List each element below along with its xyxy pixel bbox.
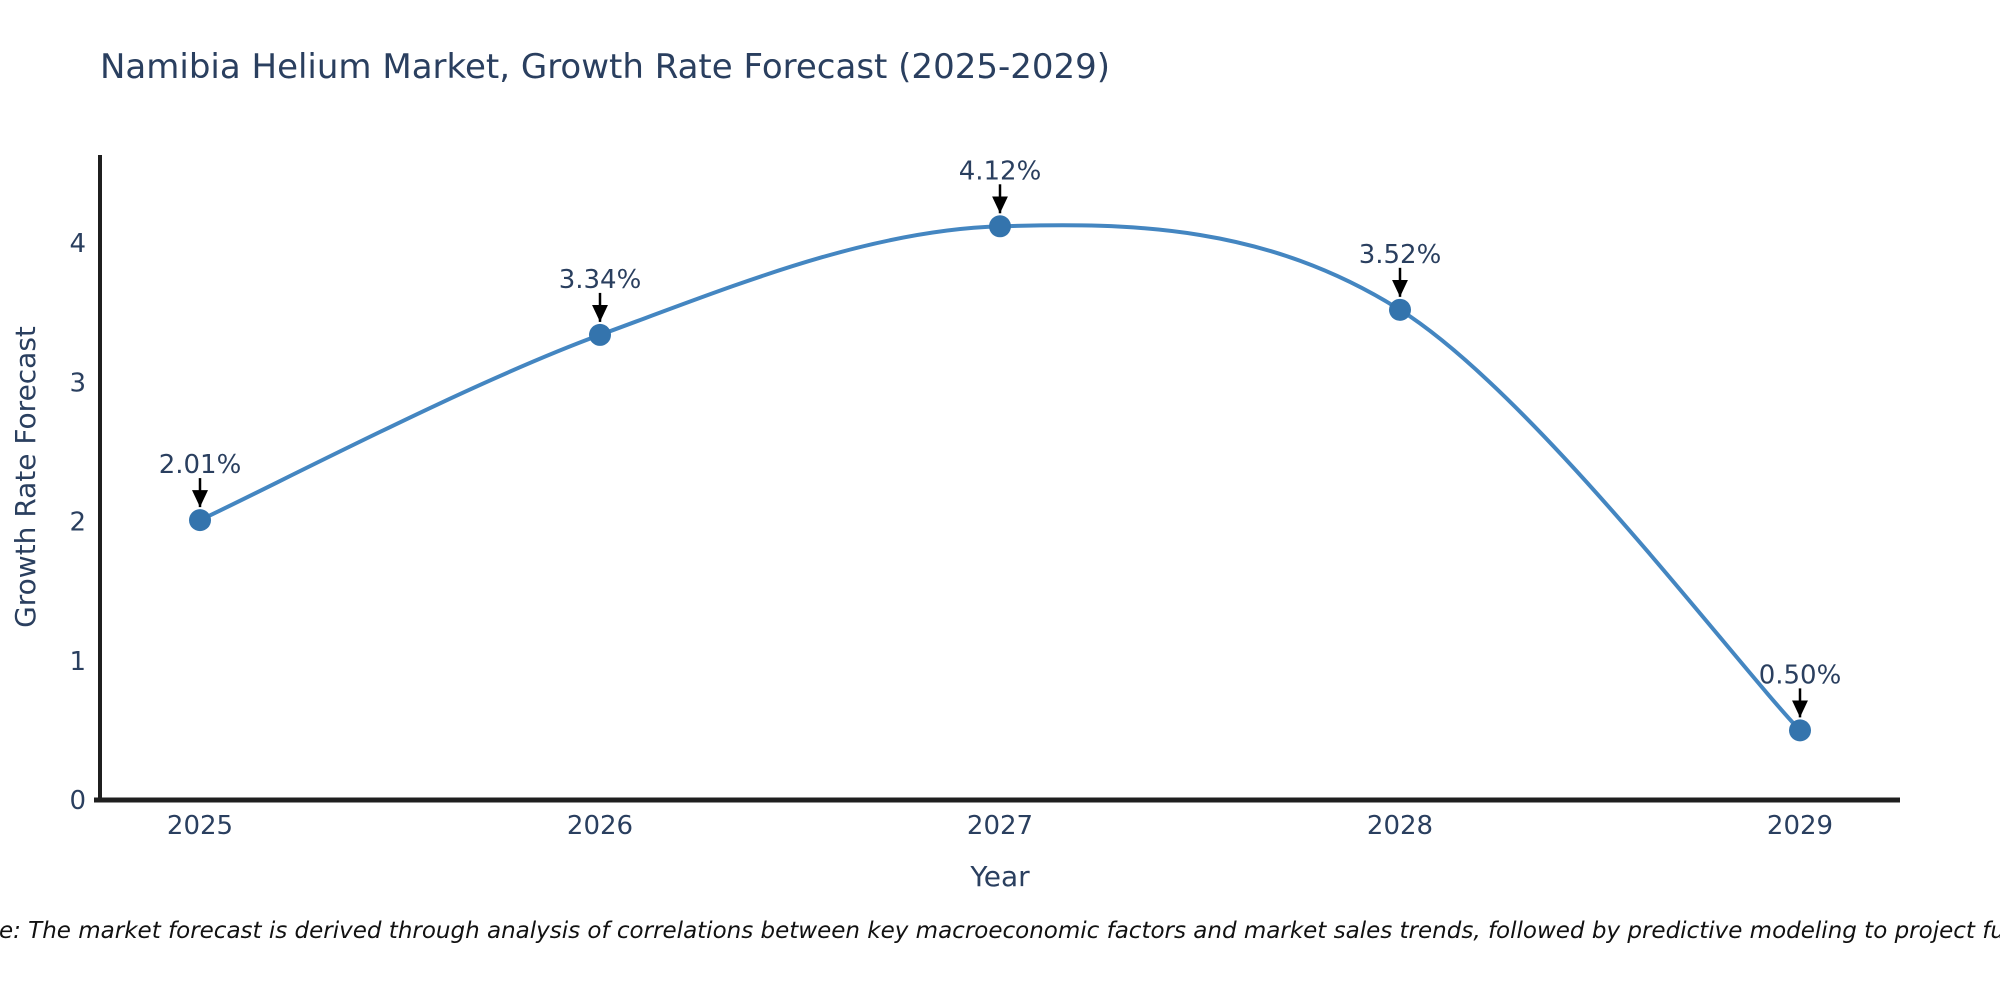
- data-point-marker: [589, 323, 611, 346]
- x-axis-title: Year: [969, 860, 1030, 893]
- x-tick-label: 2027: [967, 811, 1033, 841]
- y-axis-title: Growth Rate Forecast: [9, 326, 42, 628]
- x-tick-label: 2028: [1367, 811, 1433, 841]
- data-point-marker: [989, 215, 1011, 238]
- x-tick-label: 2025: [167, 811, 233, 841]
- trend-line: [198, 223, 1802, 733]
- annotation-label: 3.34%: [559, 265, 642, 295]
- y-tick-label: 2: [69, 508, 86, 538]
- data-point-marker: [1789, 719, 1811, 742]
- annotation-label: 2.01%: [159, 450, 242, 480]
- annotation-label: 0.50%: [1759, 660, 1842, 690]
- annotation-label: 3.52%: [1359, 240, 1442, 270]
- data-point-marker: [189, 509, 211, 532]
- annotation-label: 4.12%: [959, 156, 1042, 186]
- data-point-marker: [1389, 298, 1411, 321]
- y-tick-label: 3: [69, 368, 86, 398]
- plot-area: 0 1 2 3 4 2025 2026 2027 2028 2029 2.01% 3.34% 4.12%…: [69, 155, 1900, 841]
- x-tick-label: 2026: [567, 811, 633, 841]
- y-tick-label: 1: [69, 647, 86, 677]
- x-tick-label: 2029: [1767, 811, 1833, 841]
- y-tick-label: 4: [69, 229, 86, 259]
- y-tick-label: 0: [69, 786, 86, 816]
- chart-title: Namibia Helium Market, Growth Rate Forec…: [100, 47, 1110, 87]
- footnote: Note: The market forecast is derived thr…: [0, 918, 2000, 944]
